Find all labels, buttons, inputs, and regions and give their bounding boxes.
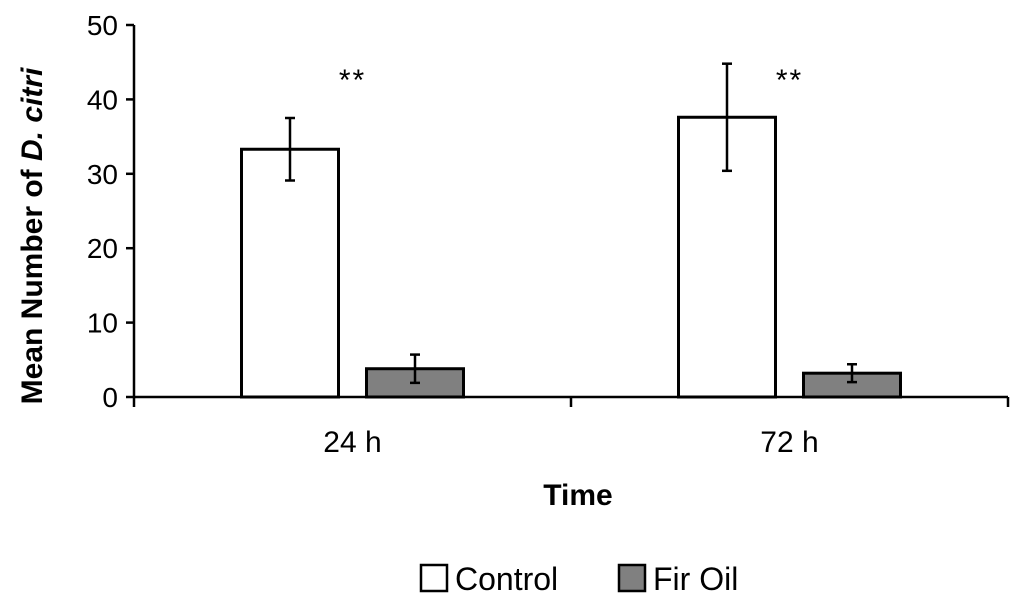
y-axis-title: Mean Number of D. citri — [16, 67, 49, 404]
y-tick-label-0: 0 — [102, 382, 118, 413]
error-bar-fir-oil-2 — [847, 363, 857, 384]
legend-swatch-control — [419, 563, 449, 593]
bars-layer — [240, 115, 902, 399]
y-tick-label-40: 40 — [87, 84, 118, 115]
y-tick-label-50: 50 — [87, 10, 118, 41]
error-bar-control-1 — [285, 116, 295, 182]
significance-marker-2: ** — [776, 64, 803, 97]
labels-layer: 0 10 20 30 40 50 24 h 72 h ** ** Time Mean Number o… — [16, 10, 819, 512]
x-axis-title: Time — [543, 479, 612, 512]
error-bar-control-2 — [722, 62, 732, 173]
y-axis-title-species: D. citri — [16, 67, 49, 161]
legend-label-control: Control — [455, 561, 558, 597]
error-bars-layer — [285, 62, 857, 385]
significance-marker-1: ** — [339, 64, 366, 97]
legend-label-fir-oil: Fir Oil — [653, 561, 738, 597]
x-tick-label-1: 24 h — [323, 426, 381, 459]
error-bar-fir-oil-1 — [410, 353, 420, 385]
legend: Control Fir Oil — [419, 561, 738, 597]
legend-item-control: Control — [419, 561, 558, 597]
legend-swatch-fir-oil — [617, 563, 647, 593]
axes-layer — [126, 23, 1010, 407]
legend-item-fir-oil: Fir Oil — [617, 561, 738, 597]
x-tick-label-2: 72 h — [760, 426, 818, 459]
y-tick-label-10: 10 — [87, 308, 118, 339]
y-axis-title-text: Mean Number of — [16, 161, 49, 404]
y-tick-label-20: 20 — [87, 233, 118, 264]
bar-control-1 — [240, 147, 340, 399]
y-tick-label-30: 30 — [87, 159, 118, 190]
